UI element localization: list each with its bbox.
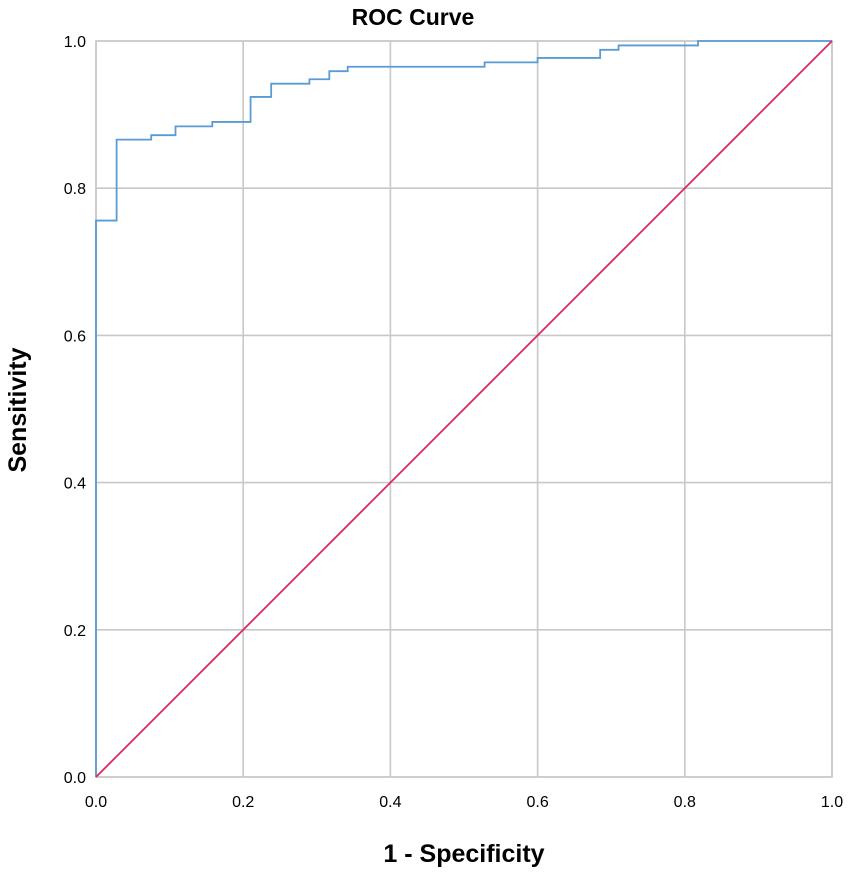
x-tick-label: 0.0 xyxy=(85,794,107,811)
series-layer xyxy=(95,40,833,778)
y-tick-label: 0.8 xyxy=(64,181,86,198)
y-axis-title: Sensitivity xyxy=(4,347,32,472)
x-tick-label: 0.4 xyxy=(379,794,401,811)
x-tick-label: 0.6 xyxy=(526,794,548,811)
x-tick-label: 0.8 xyxy=(674,794,696,811)
x-tick-label: 0.2 xyxy=(232,794,254,811)
x-tick-label: 1.0 xyxy=(821,794,843,811)
y-axis-ticks: 0.0 0.2 0.4 0.6 0.8 1.0 xyxy=(64,34,86,787)
y-tick-label: 0.0 xyxy=(64,770,86,787)
x-axis-ticks: 0.0 0.2 0.4 0.6 0.8 1.0 xyxy=(85,794,843,811)
y-tick-label: 0.6 xyxy=(64,328,86,345)
x-axis-title: 1 - Specificity xyxy=(383,840,544,868)
roc-curve-line xyxy=(95,40,832,777)
chart-title: ROC Curve xyxy=(352,4,475,30)
reference-diagonal-line xyxy=(95,40,833,778)
y-tick-label: 0.4 xyxy=(64,476,86,493)
y-tick-label: 0.2 xyxy=(64,623,86,640)
y-tick-label: 1.0 xyxy=(64,34,86,51)
